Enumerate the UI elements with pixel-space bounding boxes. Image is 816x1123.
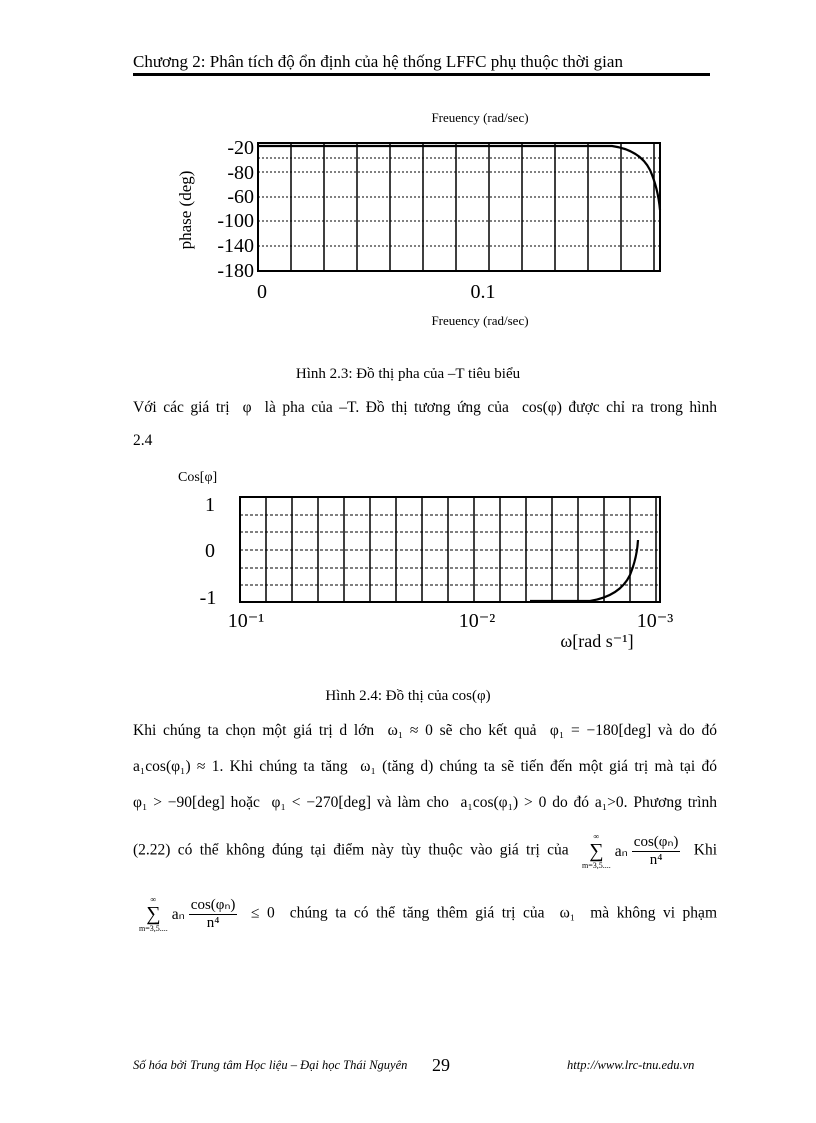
text-run: a₁cos(φ₁) ≈ 1. Khi chúng ta tăng ω₁ (tăn… [133,758,717,775]
page-number: 29 [432,1055,450,1075]
text-run: Khi chúng ta chọn một giá trị d lớn ω₁ ≈… [133,722,717,739]
x-tick-label: 10⁻¹ [228,610,265,632]
sum-lower: m=3,5.... [139,924,168,933]
plot-frame [257,142,661,272]
plot-frame [239,496,661,603]
fraction: cos(φₙ) n⁴ [188,896,238,932]
text-line: φ₁ > −90[deg] hoặc φ₁ < −270[deg] và làm… [133,794,717,812]
denominator: n⁴ [206,914,220,931]
figure-1: Freuency (rad/sec) phase (deg) Freuency … [176,110,662,328]
grid [258,143,660,271]
top-label: Freuency (rad/sec) [431,110,528,125]
figure-caption: Hình 2.4: Đồ thị của cos(φ) [325,688,491,704]
sigma: ∑ [146,903,161,925]
text-run: ≤ 0 chúng ta có thể tăng thêm giá trị củ… [250,904,717,922]
figure-2: Cos[φ] ω[rad s⁻¹] 1 0 -1 10⁻¹ 10⁻² 10⁻³ [178,470,674,651]
sum-sign: ∞ ∑ m=3,5.... [582,832,611,870]
coefficient: aₙ [171,905,185,923]
y-tick-label: 1 [205,494,215,516]
sum-upper: ∞ [593,832,600,841]
formula: ∞ ∑ m=3,5.... aₙ cos(φₙ) n⁴ [582,832,681,870]
x-label: Freuency (rad/sec) [431,313,528,328]
numerator: cos(φₙ) [188,896,238,915]
header-title: Chương 2: Phân tích độ ổn định của hệ th… [133,52,623,71]
numerator: cos(φₙ) [631,833,681,852]
text-line: a₁cos(φ₁) ≈ 1. Khi chúng ta tăng ω₁ (tăn… [133,758,717,776]
grid [240,497,660,602]
y-tick-label: -180 [217,260,254,282]
text-run: (2.22) có thể không đúng tại điểm này tù… [133,841,569,859]
text-run: 2.4 [133,432,153,449]
y-tick-label: -80 [227,162,254,184]
y-tick-label: -20 [227,137,254,159]
sum-sign: ∞ ∑ m=3,5.... [139,895,168,933]
text-run: Với các giá trị φ là pha của –T. Đồ thị … [133,399,717,416]
sigma: ∑ [589,840,604,862]
figure-caption: Hình 2.3: Đồ thị pha của –T tiêu biểu [295,366,521,382]
x-tick-label: 10⁻² [459,610,496,632]
curve [258,144,662,211]
y-tick-label: -1 [200,587,217,609]
sum-upper: ∞ [150,895,157,904]
text-line: Với các giá trị φ là pha của –T. Đồ thị … [133,399,717,417]
header-rule [133,73,710,76]
curve [530,539,640,603]
fraction: cos(φₙ) n⁴ [631,833,681,869]
footer-source: Số hóa bởi Trung tâm Học liệu – Đại học … [133,1058,408,1072]
x-tick-label: 0 [257,281,267,303]
coefficient: aₙ [614,842,628,860]
y-tick-label: -100 [217,210,254,232]
x-label: ω[rad s⁻¹] [560,631,633,651]
text-run: Khi [693,841,717,859]
x-tick-label: 0.1 [471,281,496,303]
y-tick-label: 0 [205,540,215,562]
y-tick-label: -140 [217,235,254,257]
text-line: Khi chúng ta chọn một giá trị d lớn ω₁ ≈… [133,722,717,740]
formula: ∞ ∑ m=3,5.... aₙ cos(φₙ) n⁴ [139,895,238,933]
sum-lower: m=3,5.... [582,861,611,870]
y-label: Cos[φ] [178,470,217,485]
text-line: 2.4 [133,432,717,450]
footer-url: http://www.lrc-tnu.edu.vn [567,1058,695,1072]
denominator: n⁴ [649,851,663,868]
x-tick-label: 10⁻³ [637,610,674,632]
y-tick-label: -60 [227,186,254,208]
y-label: phase (deg) [176,171,195,250]
text-line: ∞ ∑ m=3,5.... aₙ cos(φₙ) n⁴ ≤ 0 chúng ta có t… [133,895,717,933]
text-run: φ₁ > −90[deg] hoặc φ₁ < −270[deg] và làm… [133,794,717,811]
text-line: (2.22) có thể không đúng tại điểm này tù… [133,832,717,870]
